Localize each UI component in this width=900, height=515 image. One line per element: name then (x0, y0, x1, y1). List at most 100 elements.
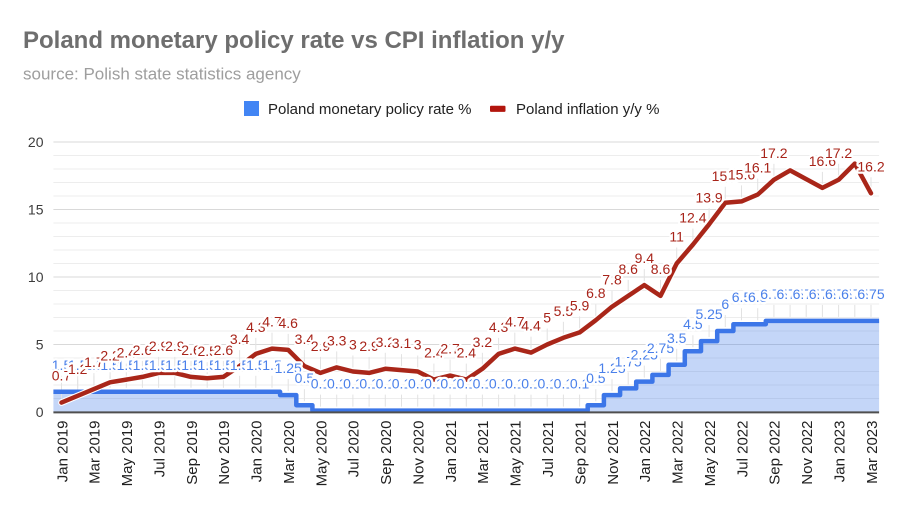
svg-text:1.5: 1.5 (52, 357, 72, 373)
svg-text:1.7: 1.7 (84, 354, 104, 370)
svg-text:2.2: 2.2 (100, 347, 120, 363)
svg-text:0.1: 0.1 (343, 376, 363, 392)
svg-text:1.5: 1.5 (133, 357, 153, 373)
svg-text:0.1: 0.1 (537, 376, 557, 392)
svg-text:May 2019: May 2019 (119, 421, 136, 487)
svg-text:15.5: 15.5 (712, 168, 739, 184)
svg-text:8.6: 8.6 (618, 261, 638, 277)
svg-text:1.5: 1.5 (84, 357, 104, 373)
svg-text:2.75: 2.75 (647, 340, 674, 356)
svg-text:May 2021: May 2021 (508, 421, 525, 487)
svg-text:Sep 2021: Sep 2021 (572, 421, 589, 485)
svg-text:1.5: 1.5 (117, 357, 137, 373)
svg-text:3: 3 (414, 337, 422, 353)
svg-text:Poland inflation y/y %: Poland inflation y/y % (516, 101, 659, 118)
svg-text:16.1: 16.1 (744, 160, 771, 176)
svg-text:20: 20 (28, 134, 44, 150)
svg-text:5.25: 5.25 (695, 306, 722, 322)
svg-text:0.1: 0.1 (392, 376, 412, 392)
svg-text:Mar 2020: Mar 2020 (281, 421, 298, 484)
svg-text:17.2: 17.2 (760, 145, 787, 161)
svg-text:1.5: 1.5 (214, 357, 234, 373)
svg-text:17.2: 17.2 (825, 145, 852, 161)
svg-text:6.75: 6.75 (825, 286, 852, 302)
svg-text:1.5: 1.5 (165, 357, 185, 373)
svg-text:1.5: 1.5 (149, 357, 169, 373)
svg-text:2.7: 2.7 (440, 341, 460, 357)
svg-text:3.5: 3.5 (667, 330, 687, 346)
svg-text:3.4: 3.4 (295, 331, 315, 347)
svg-text:0.1: 0.1 (473, 376, 493, 392)
svg-text:0.1: 0.1 (359, 376, 379, 392)
svg-text:6.75: 6.75 (809, 286, 836, 302)
svg-text:0.1: 0.1 (408, 376, 428, 392)
svg-text:Mar 2019: Mar 2019 (87, 421, 104, 484)
svg-text:Sep 2019: Sep 2019 (184, 421, 201, 485)
svg-text:0.1: 0.1 (311, 376, 331, 392)
svg-text:Jan 2022: Jan 2022 (637, 421, 654, 483)
svg-text:15.6: 15.6 (728, 166, 755, 182)
svg-text:16.2: 16.2 (857, 158, 884, 174)
svg-text:2.6: 2.6 (133, 342, 153, 358)
svg-text:10: 10 (28, 269, 44, 285)
svg-text:4.4: 4.4 (521, 318, 541, 334)
svg-text:0.1: 0.1 (457, 376, 477, 392)
svg-text:Mar 2022: Mar 2022 (670, 421, 687, 484)
svg-text:1.5: 1.5 (181, 357, 201, 373)
svg-text:4.7: 4.7 (262, 314, 282, 330)
svg-text:5.9: 5.9 (570, 297, 590, 313)
svg-text:2.9: 2.9 (149, 338, 169, 354)
svg-text:4.7: 4.7 (505, 314, 525, 330)
svg-text:source: Polish state statistic: source: Polish state statistics agency (23, 65, 301, 84)
svg-text:Sep 2020: Sep 2020 (378, 421, 395, 485)
svg-text:Jul 2021: Jul 2021 (540, 421, 557, 478)
svg-text:6.8: 6.8 (586, 285, 606, 301)
svg-text:Nov 2021: Nov 2021 (605, 421, 622, 485)
svg-text:6.75: 6.75 (760, 286, 787, 302)
svg-text:1.2: 1.2 (68, 361, 88, 377)
svg-text:3: 3 (349, 337, 357, 353)
svg-text:2.4: 2.4 (117, 345, 137, 361)
svg-text:1.75: 1.75 (615, 353, 642, 369)
svg-text:0.1: 0.1 (489, 376, 509, 392)
svg-text:0.1: 0.1 (554, 376, 574, 392)
svg-text:4.3: 4.3 (489, 319, 509, 335)
svg-text:13.9: 13.9 (695, 189, 722, 205)
svg-text:6.75: 6.75 (793, 286, 820, 302)
svg-text:Jul 2020: Jul 2020 (346, 421, 363, 478)
svg-text:9.4: 9.4 (635, 250, 655, 266)
svg-text:8.6: 8.6 (651, 261, 671, 277)
svg-text:Poland monetary policy rate vs: Poland monetary policy rate vs CPI infla… (23, 27, 565, 54)
svg-text:Jan 2021: Jan 2021 (443, 421, 460, 483)
svg-text:0.1: 0.1 (327, 376, 347, 392)
svg-text:4.3: 4.3 (246, 319, 266, 335)
svg-text:2.6: 2.6 (181, 342, 201, 358)
svg-text:6.5: 6.5 (748, 289, 768, 305)
svg-text:3.1: 3.1 (392, 335, 412, 351)
svg-text:11: 11 (669, 229, 684, 245)
svg-text:0.5: 0.5 (295, 370, 315, 386)
svg-text:0.7: 0.7 (52, 368, 72, 384)
svg-text:5: 5 (36, 337, 44, 353)
svg-text:6.75: 6.75 (841, 286, 868, 302)
svg-text:2.25: 2.25 (631, 347, 658, 363)
svg-text:1.5: 1.5 (262, 357, 282, 373)
svg-text:5: 5 (543, 310, 551, 326)
svg-text:Mar 2021: Mar 2021 (475, 421, 492, 484)
svg-text:Poland monetary policy rate %: Poland monetary policy rate % (268, 101, 471, 118)
svg-text:1.5: 1.5 (68, 357, 88, 373)
svg-text:0.1: 0.1 (570, 376, 590, 392)
svg-text:1.25: 1.25 (598, 360, 625, 376)
svg-text:3.2: 3.2 (376, 334, 396, 350)
svg-text:0.5: 0.5 (586, 370, 606, 386)
svg-text:4.6: 4.6 (278, 315, 298, 331)
svg-text:7.8: 7.8 (602, 272, 622, 288)
svg-text:Nov 2022: Nov 2022 (799, 421, 816, 485)
svg-text:2.9: 2.9 (359, 338, 379, 354)
svg-text:Jan 2019: Jan 2019 (54, 421, 71, 483)
svg-text:0.1: 0.1 (505, 376, 525, 392)
svg-text:May 2020: May 2020 (313, 421, 330, 487)
svg-text:6.5: 6.5 (732, 289, 752, 305)
svg-text:0.1: 0.1 (376, 376, 396, 392)
svg-text:1.5: 1.5 (197, 357, 217, 373)
